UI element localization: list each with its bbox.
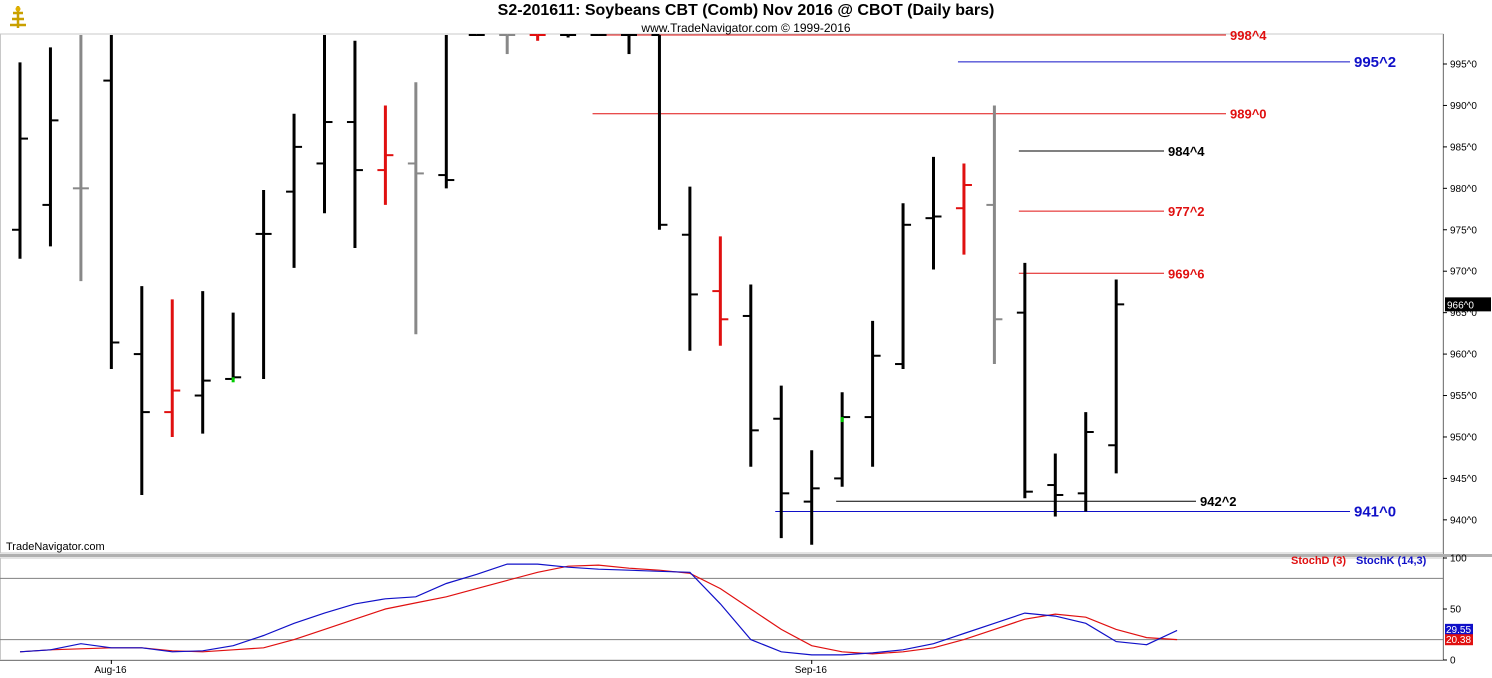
level-label: 998^4 — [1230, 28, 1267, 43]
stoch-panel-frame — [0, 557, 1444, 661]
stoch-axis-tick-label: 0 — [1450, 656, 1456, 667]
ohlc-bar — [621, 34, 637, 55]
level-label: 969^6 — [1168, 266, 1205, 281]
ohlc-bar — [286, 113, 303, 268]
stochk-value-label: 29.55 — [1446, 625, 1471, 636]
last-price-badge — [1445, 297, 1491, 312]
ohlc-bar — [499, 34, 516, 55]
ohlc-bar — [864, 320, 881, 467]
ohlc-bar — [955, 163, 972, 255]
price-axis-tick-label: 990^0 — [1450, 101, 1477, 112]
price-axis-tick-label: 970^0 — [1450, 267, 1477, 278]
price-axis-tick-label: 965^0 — [1450, 308, 1477, 319]
ohlc-bar — [438, 35, 455, 189]
ohlc-bar — [712, 236, 729, 346]
ohlc-bar — [681, 186, 698, 351]
level-label: 995^2 — [1354, 54, 1396, 71]
chart-title: S2-201611: Soybeans CBT (Comb) Nov 2016 … — [497, 2, 995, 19]
ohlc-bar — [164, 299, 181, 437]
ohlc-bar — [1047, 453, 1064, 517]
ohlc-bar — [895, 203, 912, 370]
ohlc-bar — [346, 40, 363, 249]
ohlc-bar — [377, 105, 394, 205]
price-axis-tick-label: 960^0 — [1450, 350, 1477, 361]
bar-signal-mark — [231, 377, 235, 383]
ohlc-bar — [925, 156, 942, 270]
ohlc-bar — [773, 385, 790, 539]
ohlc-bar — [12, 62, 28, 259]
ohlc-bar — [42, 47, 59, 247]
ohlc-bar — [468, 34, 485, 36]
ohlc-bar — [225, 312, 242, 383]
stoch-series-line — [19, 563, 1178, 656]
ohlc-bar — [1108, 279, 1125, 474]
ohlc-bar — [407, 82, 424, 335]
stochk-value-badge — [1445, 623, 1473, 635]
ohlc-bar — [72, 35, 89, 282]
ohlc-bar — [133, 286, 150, 495]
price-axis-tick-label: 985^0 — [1450, 142, 1477, 153]
x-axis-tick-label: Aug-16 — [94, 665, 127, 676]
legend-stochd: StochD (3) — [1291, 555, 1346, 567]
x-axis-tick-label: Sep-16 — [795, 665, 828, 676]
price-axis-tick-label: 980^0 — [1450, 184, 1477, 195]
level-label: 977^2 — [1168, 204, 1205, 219]
ohlc-bar — [316, 35, 333, 214]
level-label: 989^0 — [1230, 107, 1267, 122]
ohlc-bar — [590, 34, 607, 36]
chart-subtitle: www.TradeNavigator.com © 1999-2016 — [641, 21, 851, 35]
price-axis-tick-label: 945^0 — [1450, 474, 1477, 485]
ohlc-bar — [1016, 262, 1033, 499]
ohlc-bar — [103, 35, 120, 370]
ohlc-bar — [834, 392, 851, 487]
ohlc-bar — [529, 34, 546, 41]
ohlc-bar — [742, 284, 759, 467]
ohlc-bar — [651, 34, 668, 230]
level-label: 942^2 — [1200, 494, 1237, 509]
stoch-series-line — [19, 564, 1178, 655]
price-axis-tick-label: 975^0 — [1450, 225, 1477, 236]
price-axis-tick-label: 995^0 — [1450, 60, 1477, 71]
ohlc-bar — [1077, 412, 1094, 512]
price-axis-tick-label: 940^0 — [1450, 515, 1477, 526]
level-label: 941^0 — [1354, 504, 1396, 521]
ohlc-bar — [255, 189, 272, 379]
level-label: 984^4 — [1168, 144, 1205, 159]
price-axis-tick-label: 955^0 — [1450, 391, 1477, 402]
stoch-axis-tick-label: 50 — [1450, 605, 1462, 616]
ohlc-bar — [986, 105, 1003, 365]
stochd-value-badge — [1445, 634, 1473, 646]
brand-label: TradeNavigator.com — [6, 541, 105, 553]
stoch-axis-tick-label: 100 — [1450, 554, 1467, 565]
last-price-label: 966^0 — [1447, 300, 1474, 311]
ohlc-bar — [560, 34, 577, 38]
stochd-value-label: 20.38 — [1446, 635, 1471, 646]
trade-navigator-logo-icon — [6, 5, 30, 29]
bar-signal-mark — [840, 417, 844, 423]
legend-stochk: StochK (14,3) — [1356, 555, 1427, 567]
ohlc-bar — [803, 450, 820, 545]
ohlc-bar — [194, 291, 211, 434]
price-axis-tick-label: 950^0 — [1450, 432, 1477, 443]
